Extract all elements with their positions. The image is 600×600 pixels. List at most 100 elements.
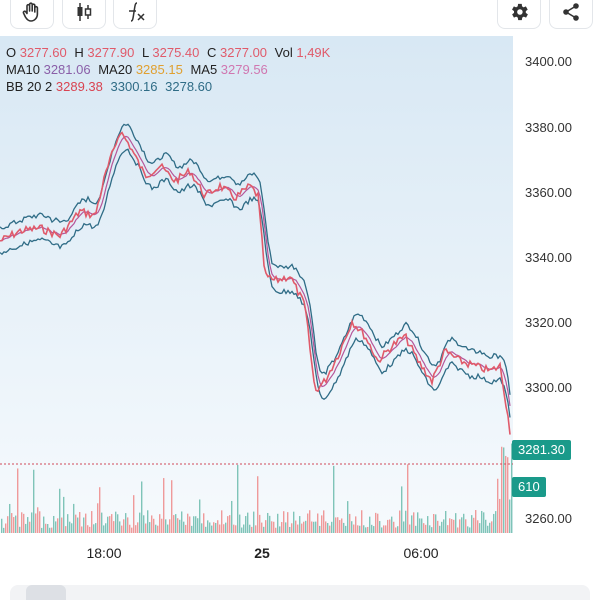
volume-bar (305, 520, 307, 533)
volume-bar (475, 510, 477, 533)
volume-bar (409, 524, 411, 533)
chart-type-button[interactable] (62, 0, 106, 29)
bottom-tab-bar (10, 585, 590, 600)
volume-bar (497, 478, 499, 533)
volume-bar (281, 522, 283, 533)
volume-bar (303, 521, 305, 533)
time-axis[interactable]: 18:00 25 06:00 (0, 533, 513, 573)
volume-bar (451, 519, 453, 533)
volume-bar (419, 518, 421, 533)
volume-bar (117, 514, 119, 533)
volume-bar (467, 526, 469, 533)
volume-bar (395, 527, 397, 533)
volume-bars (1, 443, 513, 533)
legend-ma20-value: 3285.15 (135, 62, 183, 77)
volume-bar (367, 526, 369, 533)
volume-bar (507, 457, 509, 533)
volume-bar (41, 527, 43, 533)
volume-bar (59, 488, 61, 533)
volume-bar (103, 525, 105, 533)
settings-button[interactable] (497, 0, 541, 29)
volume-bar (247, 512, 249, 533)
volume-bar (215, 522, 217, 533)
volume-bar (405, 510, 407, 533)
volume-bar (153, 518, 155, 533)
volume-bar (51, 527, 53, 533)
current-price-tag: 3281.30 (512, 440, 571, 460)
volume-bar (509, 499, 511, 533)
indicators-button[interactable] (113, 0, 157, 29)
volume-bar (23, 513, 25, 533)
legend-bb-key: BB 20 2 (6, 79, 53, 94)
hand-icon (21, 1, 43, 28)
volume-bar (279, 526, 281, 533)
volume-bar (485, 519, 487, 533)
volume-bar (379, 521, 381, 533)
time-label-day: 25 (254, 545, 270, 561)
volume-bar (131, 527, 133, 533)
volume-bar (129, 524, 131, 533)
volume-bar (511, 443, 513, 533)
volume-bar (201, 523, 203, 533)
volume-bar (225, 522, 227, 533)
volume-bar (341, 518, 343, 533)
volume-bar (423, 523, 425, 533)
volume-bar (115, 511, 117, 533)
volume-bar (459, 519, 461, 533)
hand-tool-button[interactable] (10, 0, 54, 29)
volume-bar (345, 525, 347, 533)
volume-bar (145, 523, 147, 533)
legend-bb-value-1: 3289.38 (55, 79, 103, 94)
volume-bar (57, 518, 59, 533)
bollinger-upper (0, 123, 511, 395)
volume-bar (31, 512, 33, 533)
volume-bar (253, 511, 255, 533)
price-label: 3340.00 (525, 250, 572, 265)
volume-bar (95, 523, 97, 533)
volume-bar (445, 510, 447, 533)
bottom-tab-active[interactable] (26, 585, 66, 600)
volume-bar (163, 478, 165, 533)
volume-bar (465, 519, 467, 533)
legend-volume-value: 1,49K (296, 45, 331, 60)
volume-bar (295, 520, 297, 533)
volume-bar (471, 515, 473, 533)
volume-bar (357, 525, 359, 533)
volume-bar (375, 512, 377, 533)
volume-bar (439, 525, 441, 533)
volume-bar (407, 464, 409, 533)
volume-bar (431, 527, 433, 533)
chart-canvas[interactable] (0, 36, 513, 533)
volume-bar (29, 521, 31, 533)
volume-bar (489, 522, 491, 533)
chart-svg (0, 36, 513, 533)
settings-icon (508, 1, 530, 28)
price-line (0, 131, 511, 435)
volume-bar (71, 523, 73, 533)
volume-bar (39, 511, 41, 533)
volume-bar (63, 496, 65, 533)
legend-ma5-value: 3279.56 (220, 62, 268, 77)
legend-low-value: 3275.40 (152, 45, 200, 60)
volume-bar (273, 521, 275, 533)
current-volume-tag: 610 (512, 477, 546, 497)
price-label: 3320.00 (525, 315, 572, 330)
volume-bar (401, 486, 403, 533)
volume-bar (371, 524, 373, 533)
volume-bar (69, 521, 71, 533)
volume-bar (263, 526, 265, 533)
volume-bar (155, 524, 157, 533)
volume-bar (493, 513, 495, 533)
volume-bar (11, 513, 13, 533)
volume-bar (327, 523, 329, 533)
volume-bar (189, 516, 191, 533)
volume-bar (251, 526, 253, 533)
volume-bar (237, 464, 239, 533)
volume-bar (365, 527, 367, 533)
share-button[interactable] (549, 0, 593, 29)
legend-bb: BB 20 2 3289.38 3300.16 3278.60 (6, 78, 334, 95)
volume-bar (457, 527, 459, 533)
time-label: 18:00 (86, 545, 122, 561)
legend-close-value: 3277.00 (220, 45, 268, 60)
volume-bar (143, 515, 145, 533)
